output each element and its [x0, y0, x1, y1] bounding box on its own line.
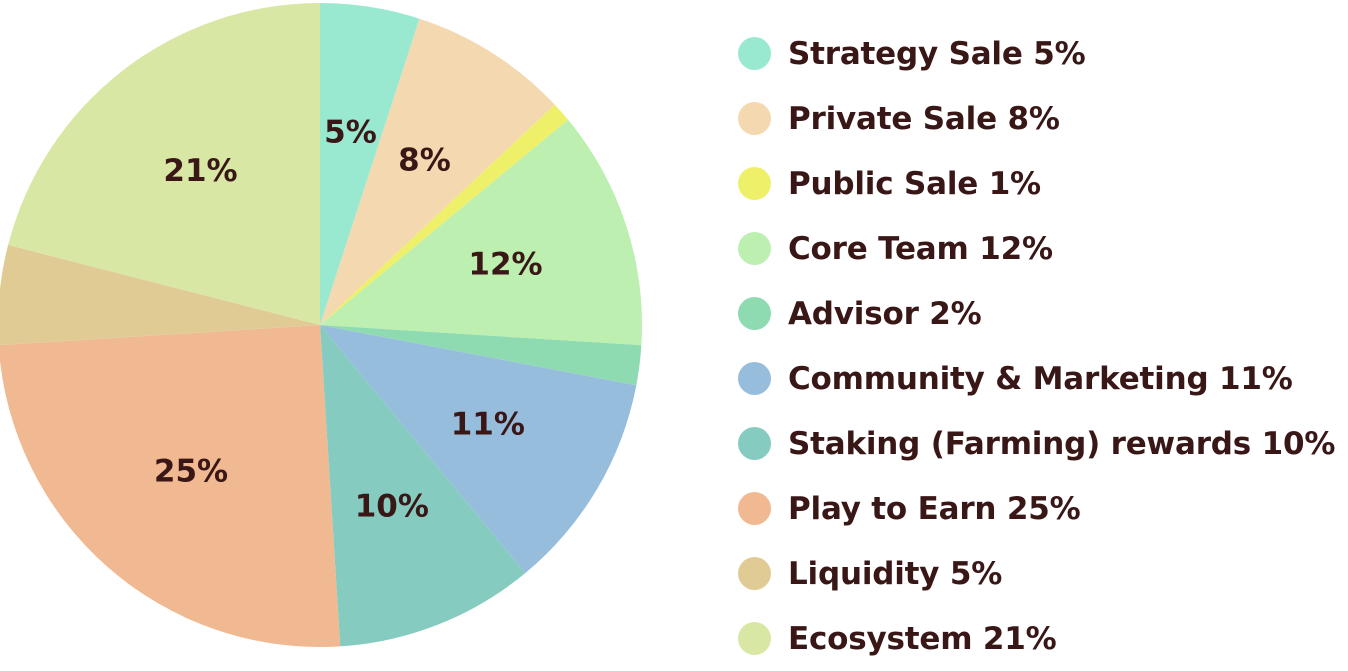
pie-slice-9 — [0, 244, 320, 346]
slice-data-label: 11% — [451, 406, 525, 442]
legend-swatch — [738, 362, 771, 395]
legend-label: Advisor 2% — [788, 295, 982, 332]
pie-slice-5 — [320, 325, 642, 386]
legend-swatch — [738, 557, 771, 590]
legend-label: Community & Marketing 11% — [788, 360, 1293, 397]
legend-item: Liquidity 5% — [738, 541, 1335, 606]
legend-label: Liquidity 5% — [788, 555, 1003, 592]
legend-swatch — [738, 297, 771, 330]
slice-data-label: 12% — [468, 247, 542, 283]
slice-data-label: 8% — [398, 142, 451, 178]
slice-data-label: 10% — [355, 488, 429, 524]
legend-swatch — [738, 622, 771, 655]
pie-slice-4 — [320, 119, 642, 346]
slice-data-label: 5% — [324, 114, 377, 150]
pie-slice-3 — [320, 104, 569, 325]
legend-item: Staking (Farming) rewards 10% — [738, 411, 1335, 476]
slice-data-label: 25% — [154, 453, 228, 489]
legend-swatch — [738, 37, 771, 70]
legend-item: Community & Marketing 11% — [738, 346, 1335, 411]
legend-label: Play to Earn 25% — [788, 490, 1081, 527]
pie-slice-10 — [8, 2, 321, 325]
legend-label: Strategy Sale 5% — [788, 35, 1086, 72]
legend-label: Public Sale 1% — [788, 165, 1041, 202]
legend-swatch — [738, 102, 771, 135]
pie-slice-6 — [320, 325, 637, 574]
legend-item: Private Sale 8% — [738, 86, 1335, 151]
legend-label: Private Sale 8% — [788, 100, 1060, 137]
legend-swatch — [738, 167, 771, 200]
legend-label: Ecosystem 21% — [788, 620, 1057, 657]
legend-swatch — [738, 232, 771, 265]
chart-legend: Strategy Sale 5% Private Sale 8% Public Sa… — [738, 21, 1335, 671]
legend-label: Core Team 12% — [788, 230, 1053, 267]
legend-swatch — [738, 492, 771, 525]
slice-data-label: 21% — [163, 153, 237, 189]
legend-item: Advisor 2% — [738, 281, 1335, 346]
legend-item: Core Team 12% — [738, 216, 1335, 281]
legend-item: Strategy Sale 5% — [738, 21, 1335, 86]
pie-slice-1 — [320, 3, 420, 325]
pie-chart: 5% 8% 12% 11% 10% 25% 21% — [0, 2, 642, 647]
legend-item: Ecosystem 21% — [738, 606, 1335, 671]
legend-item: Play to Earn 25% — [738, 476, 1335, 541]
pie-slice-8 — [0, 325, 341, 647]
legend-item: Public Sale 1% — [738, 151, 1335, 216]
pie-slice-7 — [320, 325, 526, 647]
legend-label: Staking (Farming) rewards 10% — [788, 425, 1336, 462]
pie-slice-2 — [320, 18, 555, 325]
legend-swatch — [738, 427, 771, 460]
